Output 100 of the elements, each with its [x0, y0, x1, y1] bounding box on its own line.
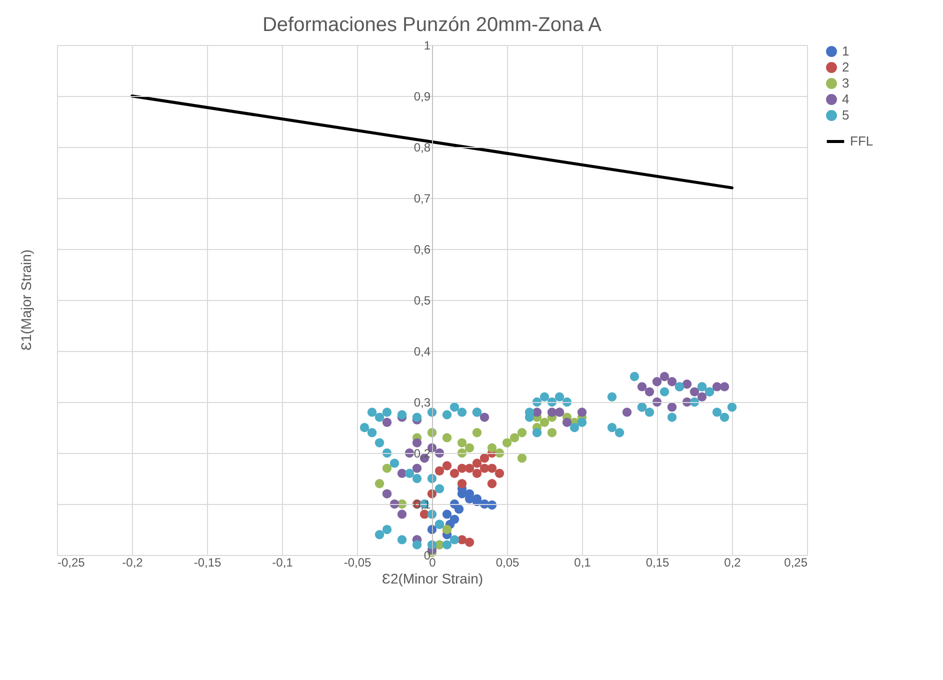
point [442, 461, 452, 470]
point [622, 408, 632, 417]
x-tick-label: 0,15 [646, 556, 670, 570]
legend-label: 3 [842, 76, 850, 90]
point [450, 402, 460, 412]
point [480, 454, 490, 463]
point [547, 428, 557, 438]
legend-label: FFL [850, 134, 874, 148]
legend-label: 4 [842, 92, 850, 106]
y-axis-title: Ɛ1(Major Strain) [18, 249, 34, 351]
x-tick-label: 0,25 [784, 556, 808, 570]
point [562, 418, 572, 427]
point [382, 464, 392, 473]
point [570, 422, 580, 432]
x-tick-label: -0,2 [122, 556, 144, 570]
point [607, 392, 617, 402]
x-tick-label: -0,15 [194, 556, 222, 570]
point [420, 510, 430, 519]
point [644, 408, 654, 417]
y-tick-label: 0,8 [414, 140, 431, 154]
point [502, 438, 512, 448]
point [442, 433, 452, 442]
point [667, 377, 677, 386]
point [517, 454, 527, 463]
point [412, 464, 422, 473]
point [397, 410, 407, 420]
point [457, 408, 467, 417]
y-tick-label: 0,4 [414, 344, 431, 358]
point [637, 382, 647, 392]
point [397, 510, 407, 519]
y-tick-label: 0,5 [414, 294, 431, 308]
point [517, 428, 527, 438]
point [577, 408, 587, 417]
point [374, 412, 384, 422]
point [614, 428, 624, 438]
point [382, 418, 392, 427]
point [367, 408, 377, 417]
point [450, 468, 460, 478]
point [540, 418, 550, 427]
point [660, 387, 670, 396]
point [630, 372, 640, 382]
point [457, 438, 467, 448]
point [457, 464, 467, 473]
point [382, 408, 392, 417]
point [472, 458, 482, 468]
point [487, 464, 497, 473]
point [374, 530, 384, 540]
point [532, 408, 542, 417]
point [480, 464, 490, 473]
point [367, 428, 377, 438]
point [690, 387, 700, 396]
point [412, 540, 422, 550]
point [720, 412, 730, 422]
point [454, 504, 464, 514]
point [660, 372, 670, 382]
point [390, 458, 400, 468]
point [450, 535, 460, 544]
point [434, 466, 444, 476]
chart-title: Deformaciones Punzón 20mm-Zona A [262, 14, 602, 36]
point [532, 428, 542, 438]
point [510, 433, 520, 442]
point [712, 408, 722, 417]
y-tick-label: 1 [424, 38, 431, 52]
point [434, 484, 444, 494]
point [667, 412, 677, 422]
point [404, 468, 414, 478]
point [464, 538, 474, 547]
point [554, 392, 564, 402]
point [540, 392, 550, 402]
point [472, 468, 482, 478]
legend-label: 5 [842, 108, 850, 122]
x-tick-label: 0,05 [496, 556, 520, 570]
point [577, 418, 587, 427]
point [667, 402, 677, 412]
x-tick-label: 0,2 [724, 556, 742, 570]
point [464, 464, 474, 473]
y-tick-label: 0,1 [414, 498, 431, 512]
point [397, 535, 407, 544]
point [720, 382, 730, 392]
x-tick-label: -0,1 [272, 556, 294, 570]
point [360, 422, 370, 432]
point [464, 443, 474, 452]
point [727, 402, 737, 412]
point [442, 410, 452, 420]
point [412, 474, 422, 484]
point [547, 408, 557, 417]
point [382, 524, 392, 534]
point [682, 380, 692, 389]
point [487, 479, 497, 488]
x-tick-label: -0,05 [344, 556, 372, 570]
point [652, 377, 662, 386]
point [480, 412, 490, 422]
point [442, 510, 452, 519]
legend-label: 1 [842, 44, 850, 58]
x-tick-label: -0,25 [58, 556, 86, 570]
x-tick-label: 0,1 [574, 556, 592, 570]
y-tick-label: 0,7 [414, 192, 431, 206]
point [412, 438, 422, 448]
y-tick-label: 0,3 [414, 396, 431, 410]
point [442, 540, 452, 550]
